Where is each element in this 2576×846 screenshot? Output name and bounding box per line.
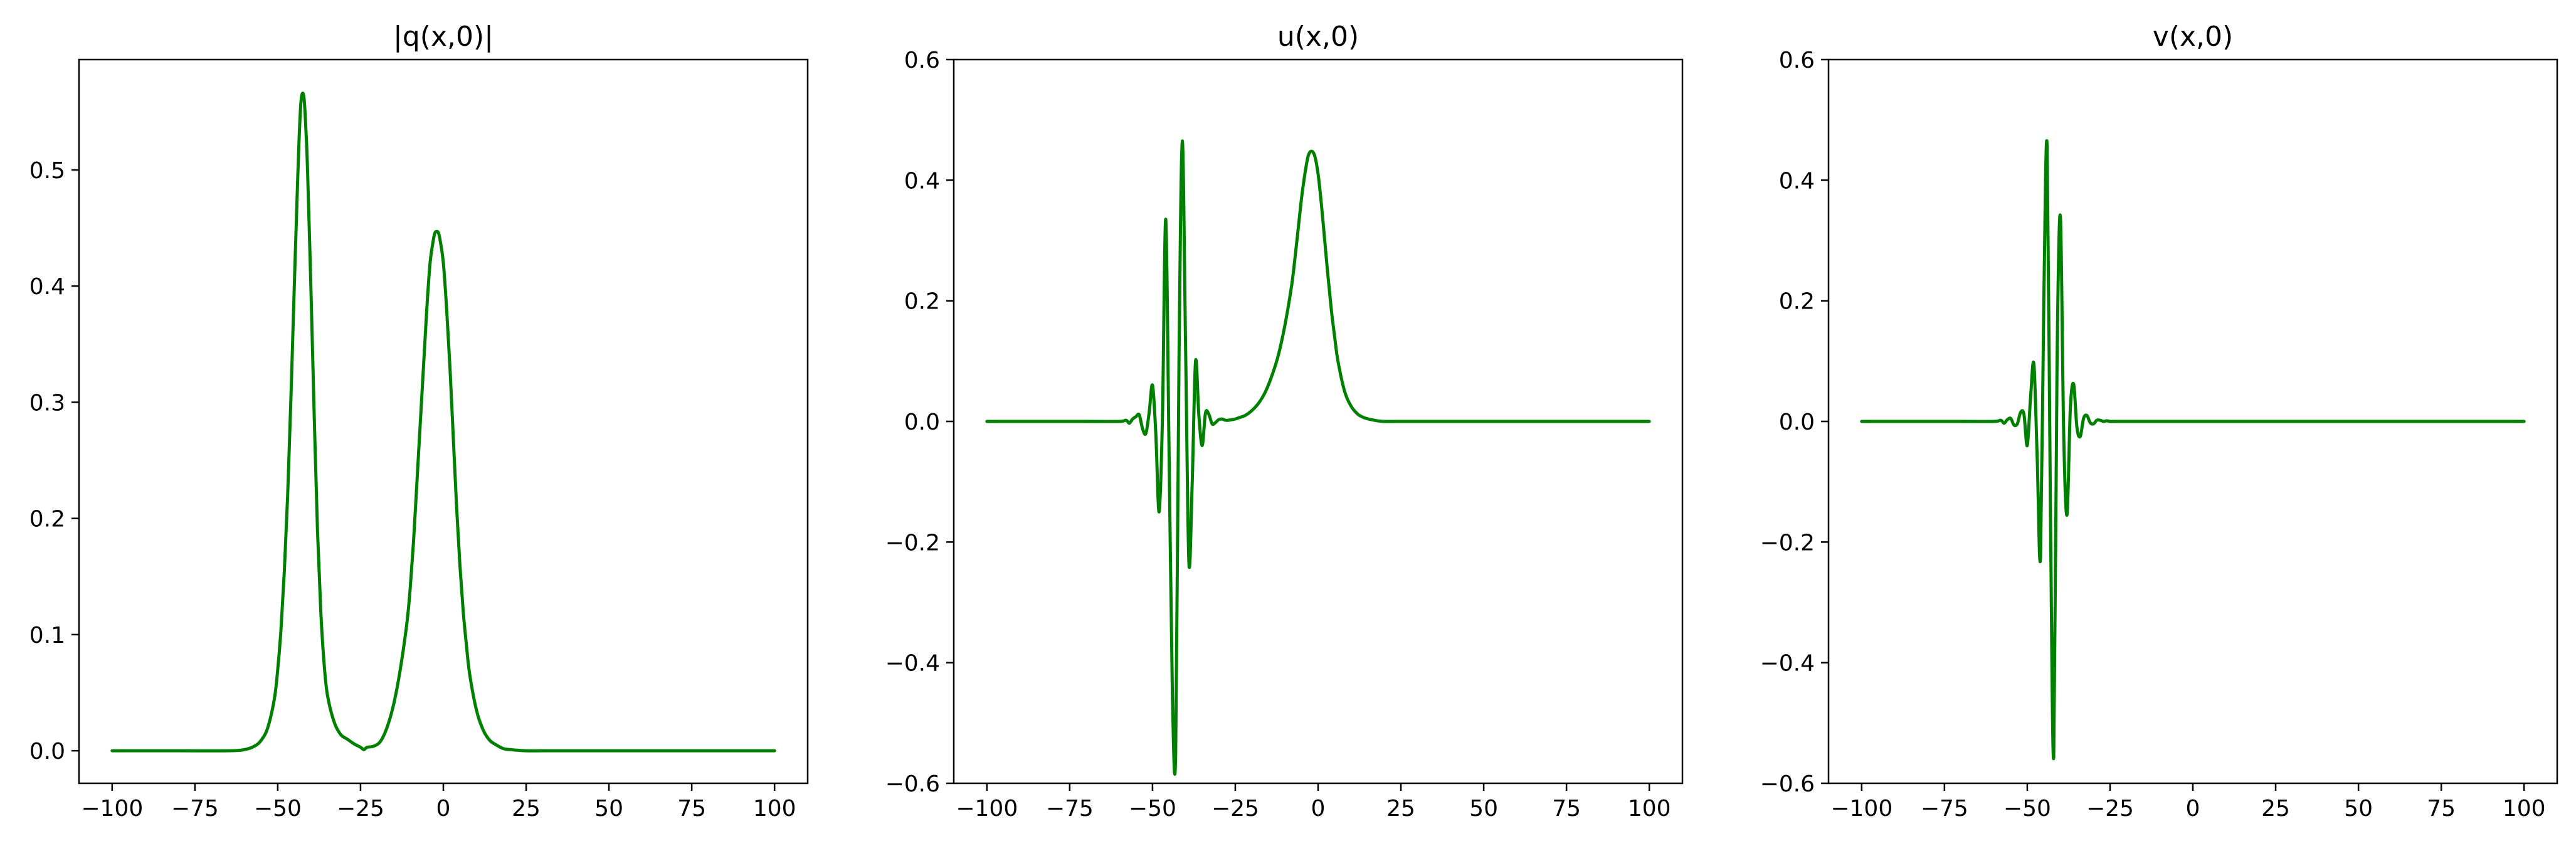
axis-ticks: −100 −75 −50 −25 0 25 50 75 100 −0.6 −0.4 −0.2 0.0 0.… [1760, 48, 2546, 822]
x-tick-label: 100 [753, 796, 796, 822]
panel-title: |q(x,0)| [393, 21, 494, 53]
y-tick-label: 0.6 [904, 48, 940, 73]
y-tick-label: −0.6 [1760, 771, 1815, 797]
panel-title: u(x,0) [1277, 21, 1359, 53]
x-tick-label: 25 [1386, 796, 1415, 822]
y-tick-label: −0.2 [885, 530, 940, 556]
x-tick-label: 0 [436, 796, 451, 822]
x-tick-label: −75 [1921, 796, 1968, 822]
y-tick-label: 0.0 [904, 410, 940, 435]
y-tick-label: 0.4 [1779, 168, 1815, 194]
x-tick-label: 50 [2344, 796, 2373, 822]
y-tick-label: −0.4 [885, 651, 940, 677]
y-tick-label: −0.6 [885, 771, 940, 797]
x-tick-label: −50 [2003, 796, 2051, 822]
x-tick-label: 25 [512, 796, 541, 822]
y-tick-label: 0.1 [29, 623, 65, 648]
x-tick-label: −25 [337, 796, 384, 822]
x-tick-label: 25 [2261, 796, 2290, 822]
plot-frame [953, 58, 1684, 785]
x-tick-label: 75 [1552, 796, 1581, 822]
x-tick-label: 0 [2186, 796, 2200, 822]
y-tick-label: 0.2 [904, 289, 940, 315]
series-line-u [985, 139, 1651, 776]
x-tick-label: −25 [1211, 796, 1259, 822]
x-tick-label: 100 [1628, 796, 1671, 822]
y-tick-label: 0.3 [29, 390, 65, 416]
x-tick-label: 50 [594, 796, 623, 822]
y-tick-label: 0.5 [29, 158, 65, 184]
x-tick-label: −75 [171, 796, 219, 822]
x-tick-label: −25 [2086, 796, 2134, 822]
panel-q-abs: |q(x,0)| −100 −75 −50 −25 0 25 50 75 100 0.0 0.1 0.… [29, 21, 809, 822]
y-tick-label: 0.2 [29, 507, 65, 532]
y-tick-label: 0.6 [1779, 48, 1815, 73]
axis-ticks: −100 −75 −50 −25 0 25 50 75 100 −0.6 −0.4 −0.2 0.0 0.… [885, 48, 1671, 822]
plot-frame [78, 58, 809, 785]
y-tick-label: −0.4 [1760, 651, 1815, 677]
x-tick-label: −50 [1129, 796, 1176, 822]
panel-u: u(x,0) −100 −75 −50 −25 0 25 50 75 100 −0.6 −0.4 −0… [885, 21, 1684, 822]
x-tick-label: 50 [1469, 796, 1498, 822]
x-tick-label: −50 [254, 796, 302, 822]
x-tick-label: 75 [677, 796, 706, 822]
x-tick-label: 0 [1311, 796, 1326, 822]
x-tick-label: −100 [81, 796, 143, 822]
x-tick-label: −100 [956, 796, 1018, 822]
x-tick-label: 75 [2427, 796, 2456, 822]
series-line-q-abs [110, 92, 776, 753]
y-tick-label: 0.2 [1779, 289, 1815, 315]
panel-v: v(x,0) −100 −75 −50 −25 0 25 50 75 100 −0.6 −0.4 −0… [1760, 21, 2558, 822]
plot-frame [1827, 58, 2558, 785]
y-tick-label: −0.2 [1760, 530, 1815, 556]
series-line-v [1860, 139, 2526, 760]
axis-ticks: −100 −75 −50 −25 0 25 50 75 100 0.0 0.1 0.2 0.3 0.4 0.… [29, 158, 796, 822]
panel-title: v(x,0) [2153, 21, 2233, 53]
y-tick-label: 0.4 [904, 168, 940, 194]
x-tick-label: −75 [1046, 796, 1094, 822]
y-tick-label: 0.4 [29, 274, 65, 300]
x-tick-label: 100 [2503, 796, 2546, 822]
y-tick-label: 0.0 [29, 739, 65, 764]
y-tick-label: 0.0 [1779, 410, 1815, 435]
x-tick-label: −100 [1830, 796, 1892, 822]
